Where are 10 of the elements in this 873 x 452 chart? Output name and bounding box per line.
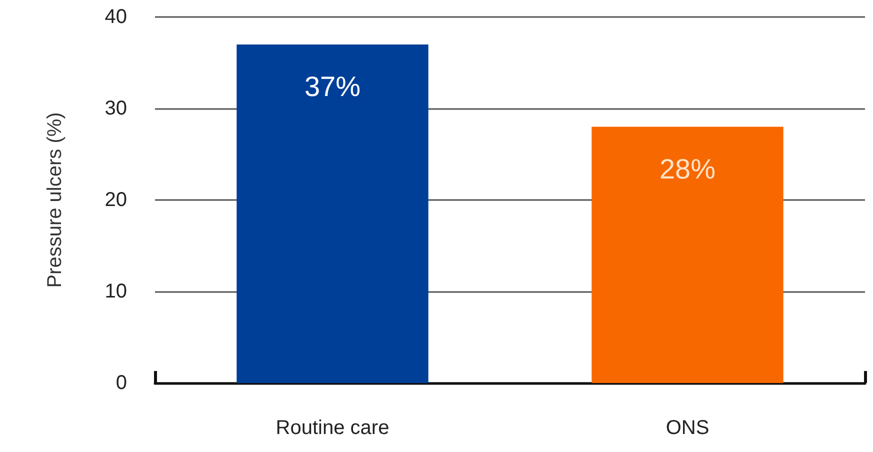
y-tick-label: 10 (104, 280, 127, 302)
data-label: 28% (659, 153, 716, 184)
y-tick-label: 0 (116, 372, 127, 394)
data-label: 37% (304, 70, 361, 102)
y-axis-title: Pressure ulcers (%) (44, 112, 66, 288)
x-tick-label: ONS (666, 417, 710, 439)
y-tick-label: 20 (104, 189, 127, 211)
y-tick-label: 30 (104, 98, 127, 120)
y-tick-label: 40 (104, 6, 127, 28)
x-tick-label: Routine care (276, 417, 390, 439)
